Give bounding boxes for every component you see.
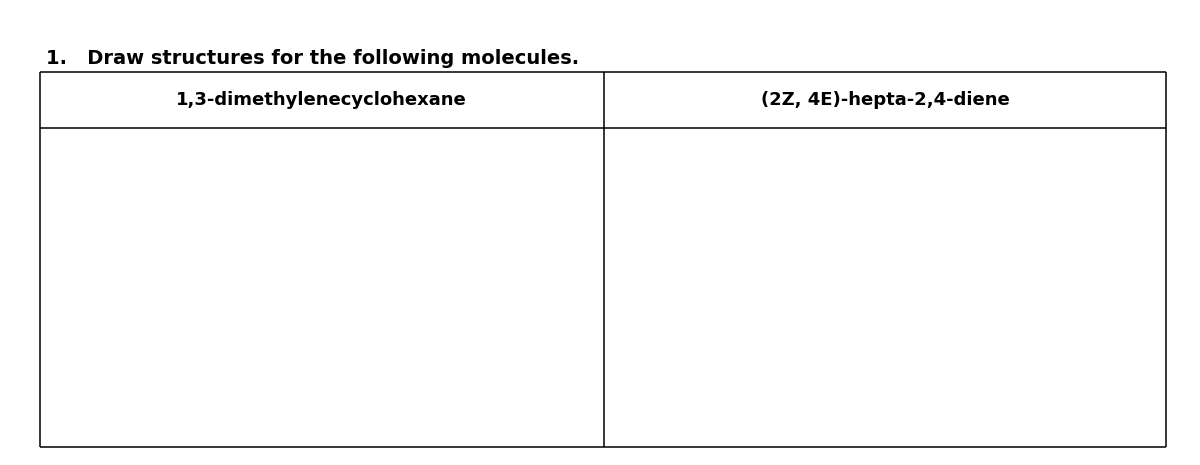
- Text: (2Z, 4E)-hepta-2,4-diene: (2Z, 4E)-hepta-2,4-diene: [761, 91, 1009, 109]
- Text: 1.   Draw structures for the following molecules.: 1. Draw structures for the following mol…: [46, 49, 578, 68]
- Text: 1,3-dimethylenecyclohexane: 1,3-dimethylenecyclohexane: [176, 91, 467, 109]
